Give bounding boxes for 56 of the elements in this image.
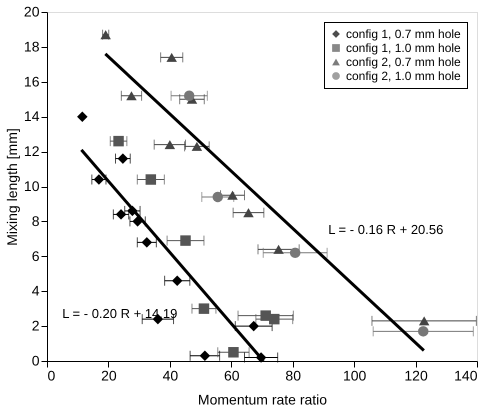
point	[198, 303, 210, 314]
point	[269, 314, 280, 324]
point	[227, 190, 238, 200]
point	[228, 347, 239, 358]
annotation: L = - 0.16 R + 20.56	[328, 222, 444, 237]
y-tick-label: 14	[24, 108, 40, 124]
point	[172, 275, 182, 286]
x-tick-label: 20	[101, 368, 117, 384]
point	[146, 174, 156, 185]
point	[256, 352, 266, 363]
point	[77, 111, 88, 122]
point	[212, 192, 224, 202]
y-tick-label: 8	[32, 212, 40, 229]
point	[116, 209, 126, 220]
x-tick-label: 140	[454, 368, 478, 384]
point	[118, 153, 128, 164]
point	[142, 237, 152, 248]
x-tick-label: 60	[224, 368, 240, 384]
point	[100, 30, 111, 40]
point	[248, 320, 259, 332]
point	[290, 248, 300, 258]
x-tick-label: 100	[342, 368, 367, 384]
point	[180, 235, 191, 246]
point	[184, 90, 194, 101]
legend-label: config 2, 1.0 mm hole	[346, 69, 462, 83]
point	[200, 350, 210, 362]
point	[418, 326, 428, 337]
point	[132, 216, 143, 227]
x-tick-label: 40	[162, 368, 178, 384]
point	[127, 206, 138, 216]
legend-label: config 1, 1.0 mm hole	[346, 41, 462, 55]
point	[126, 91, 137, 100]
point	[166, 52, 177, 62]
y-tick-label: 4	[32, 282, 40, 299]
y-tick-label: 18	[24, 38, 40, 54]
x-axis-title: Momentum rate ratio	[198, 392, 328, 408]
y-tick-label: 0	[32, 352, 40, 368]
legend-label: config 1, 0.7 mm hole	[346, 27, 462, 41]
x-tick-label: 0	[48, 368, 56, 384]
x-tick-label: 80	[285, 368, 302, 384]
point	[243, 208, 254, 218]
y-tick-label: 2	[32, 318, 40, 334]
legend-label: config 2, 0.7 mm hole	[346, 55, 462, 69]
y-tick-label: 12	[24, 143, 40, 160]
point	[192, 142, 202, 151]
y-axis-title: Mixing length [mm]	[4, 128, 20, 246]
x-tick-label: 120	[404, 368, 428, 384]
y-tick-label: 10	[24, 178, 40, 194]
y-tick-label: 16	[24, 73, 40, 90]
point	[164, 140, 176, 150]
y-tick-label: 6	[32, 248, 40, 264]
point	[113, 136, 124, 146]
point	[418, 316, 430, 326]
point	[94, 174, 104, 185]
point	[273, 244, 284, 254]
y-tick-label: 20	[24, 4, 40, 20]
